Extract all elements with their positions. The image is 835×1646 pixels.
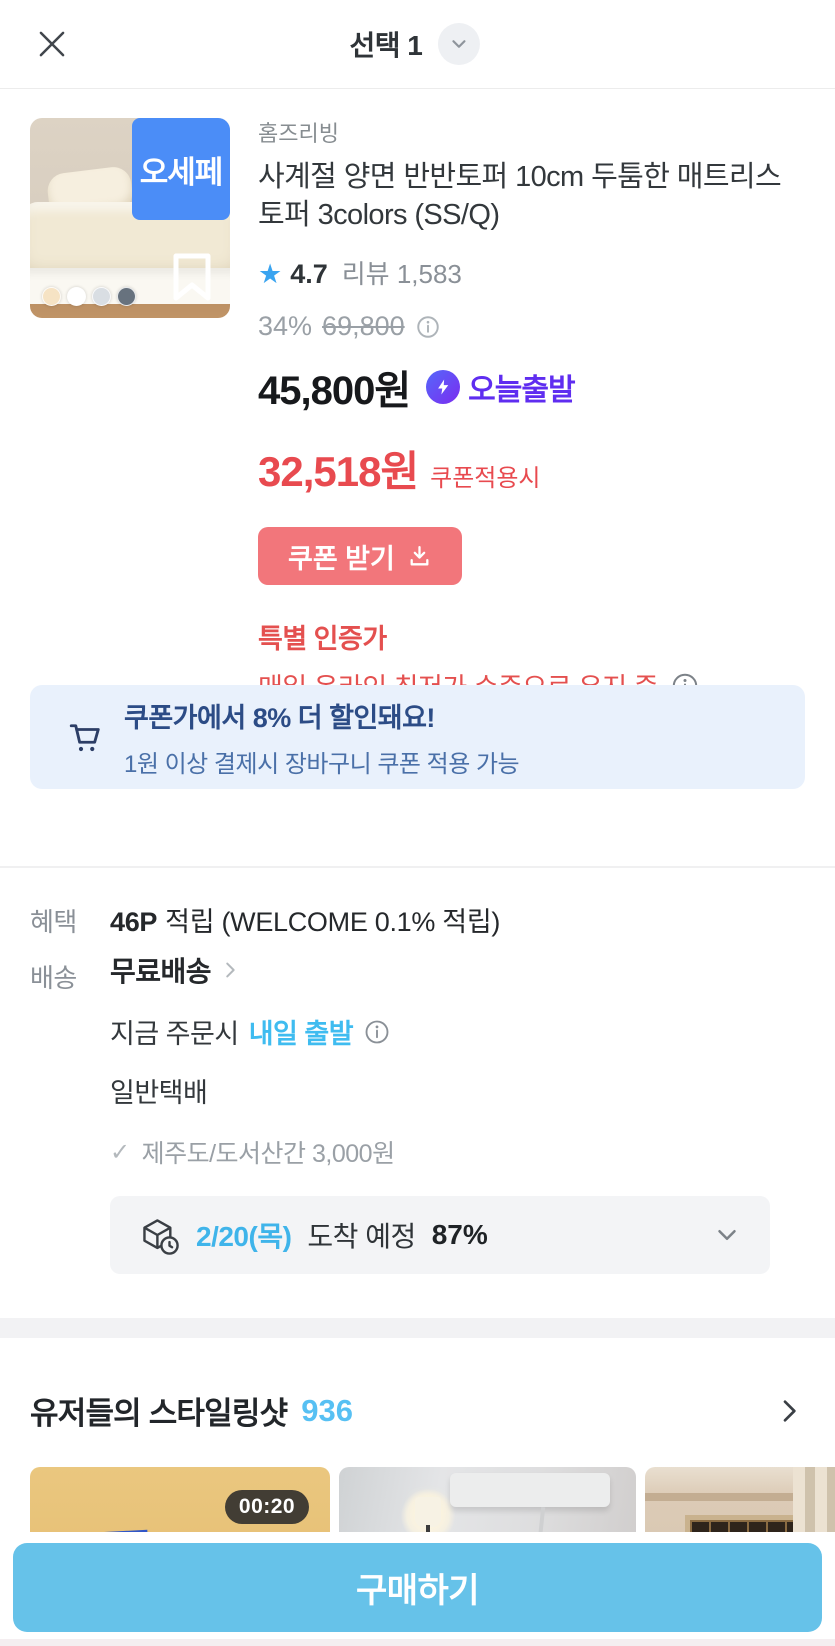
header: 선택 1: [0, 0, 835, 89]
discount-percent: 34%: [258, 311, 313, 341]
info-icon: [416, 315, 439, 338]
star-icon: ★: [258, 259, 283, 289]
coupon-button-label: 쿠폰 받기: [288, 543, 395, 574]
brand-name[interactable]: 홈즈리빙: [258, 121, 339, 146]
home-indicator-strip: [0, 1639, 835, 1646]
buy-button[interactable]: 구매하기: [13, 1543, 822, 1632]
benefit-points: 46P: [110, 907, 158, 937]
styling-shots-count: 936: [301, 1392, 354, 1428]
eta-label: 도착 예정: [307, 1221, 416, 1252]
order-now-highlight: 내일 출발: [248, 1019, 354, 1049]
styling-shots-header[interactable]: 유저들의 스타일링샷 936: [30, 1388, 805, 1433]
coupon-price-note: 쿠폰적용시: [430, 465, 541, 492]
original-price: 69,800: [322, 311, 405, 341]
banner-title: 쿠폰가에서 8% 더 할인돼요!: [124, 702, 435, 733]
download-icon: [410, 545, 429, 565]
courier-type: 일반택배: [110, 1078, 208, 1108]
video-duration-badge: 00:20: [225, 1490, 309, 1524]
thumb-decor: [415, 1497, 441, 1527]
coupon-price-row: 32,518원 쿠폰적용시: [258, 438, 810, 499]
price-info-button[interactable]: [415, 314, 441, 340]
sale-price: 45,800원: [258, 369, 411, 413]
eta-date: 2/20(목): [196, 1221, 292, 1252]
ship-info-button[interactable]: [363, 1018, 391, 1046]
package-clock-icon: [143, 1219, 179, 1255]
chevron-down-icon: [712, 1220, 742, 1250]
rating-value: 4.7: [290, 259, 328, 289]
section-band: [0, 1318, 835, 1338]
page-title: 선택 1: [349, 30, 423, 61]
collapse-button[interactable]: [438, 23, 481, 65]
banner-texts: 쿠폰가에서 8% 더 할인돼요! 1원 이상 결제시 장바구니 쿠폰 적용 가능: [124, 696, 520, 779]
bookmark-icon[interactable]: [172, 252, 212, 302]
order-now-row: 지금 주문시 내일 출발: [110, 1012, 772, 1051]
island-fee-row: ✓ 제주도/도서산간 3,000원: [110, 1134, 772, 1170]
shipping-details: 무료배송 지금 주문시 내일 출발 일반택배 ✓ 제주도/도서산간 3,000원…: [110, 950, 772, 1274]
today-ship-badge: 오늘출발: [426, 365, 576, 409]
coupon-download-button[interactable]: 쿠폰 받기: [258, 527, 462, 585]
bottom-bar: 구매하기: [0, 1532, 835, 1646]
image-promo-badge: 오세페: [132, 118, 230, 220]
styling-shots-title: 유저들의 스타일링샷: [30, 1396, 288, 1431]
info-icon: [365, 1020, 389, 1043]
color-swatch: [92, 287, 111, 306]
benefit-row: 혜택 46P 적립 (WELCOME 0.1% 적립): [30, 900, 500, 939]
shipping-label: 배송: [30, 963, 77, 993]
color-swatch-row: [42, 287, 136, 306]
header-title-group: 선택 1: [349, 0, 481, 88]
chevron-right-icon: [226, 962, 235, 978]
coupon-price: 32,518원: [258, 448, 419, 495]
benefit-label: 혜택: [30, 907, 77, 937]
color-swatch: [117, 287, 136, 306]
color-swatch: [42, 287, 61, 306]
free-shipping-link[interactable]: 무료배송: [110, 950, 772, 990]
color-swatch: [67, 287, 86, 306]
eta-percent: 87%: [431, 1219, 488, 1250]
cart-coupon-banner[interactable]: 쿠폰가에서 8% 더 할인돼요! 1원 이상 결제시 장바구니 쿠폰 적용 가능: [30, 685, 805, 789]
island-fee: 제주도/도서산간 3,000원: [141, 1140, 395, 1168]
order-now-prefix: 지금 주문시: [110, 1019, 239, 1049]
special-price-title: 특별 인증가: [258, 624, 387, 654]
product-title[interactable]: 사계절 양면 반반토퍼 10cm 두툼한 매트리스 토퍼 3colors (SS…: [258, 161, 782, 231]
banner-subtitle: 1원 이상 결제시 장바구니 쿠폰 적용 가능: [124, 750, 520, 778]
product-info: 홈즈리빙 사계절 양면 반반토퍼 10cm 두툼한 매트리스 토퍼 3color…: [258, 116, 810, 705]
delivery-eta-accordion[interactable]: 2/20(목) 도착 예정 87%: [110, 1196, 770, 1274]
thumb-decor: [645, 1493, 835, 1501]
discount-row: 34% 69,800: [258, 311, 810, 342]
benefit-desc: 적립 (WELCOME 0.1% 적립): [165, 907, 501, 937]
price-row: 45,800원 오늘출발: [258, 358, 810, 416]
benefit-value: 46P 적립 (WELCOME 0.1% 적립): [110, 900, 500, 939]
rating-row[interactable]: ★ 4.7 리뷰 1,583: [258, 254, 810, 291]
review-count: 리뷰 1,583: [341, 259, 462, 289]
close-icon: [39, 31, 65, 57]
section-divider: [0, 866, 835, 868]
today-ship-label: 오늘출발: [468, 374, 575, 407]
cart-icon: [69, 724, 100, 752]
free-shipping-label: 무료배송: [110, 956, 212, 987]
product-thumbnail[interactable]: 오세페: [30, 118, 230, 318]
close-button[interactable]: [30, 22, 74, 66]
check-icon: ✓: [110, 1138, 130, 1166]
thumb-decor: [450, 1473, 610, 1507]
chevron-right-icon: [773, 1395, 805, 1427]
chevron-down-icon: [452, 40, 466, 48]
lightning-icon: [426, 370, 461, 404]
